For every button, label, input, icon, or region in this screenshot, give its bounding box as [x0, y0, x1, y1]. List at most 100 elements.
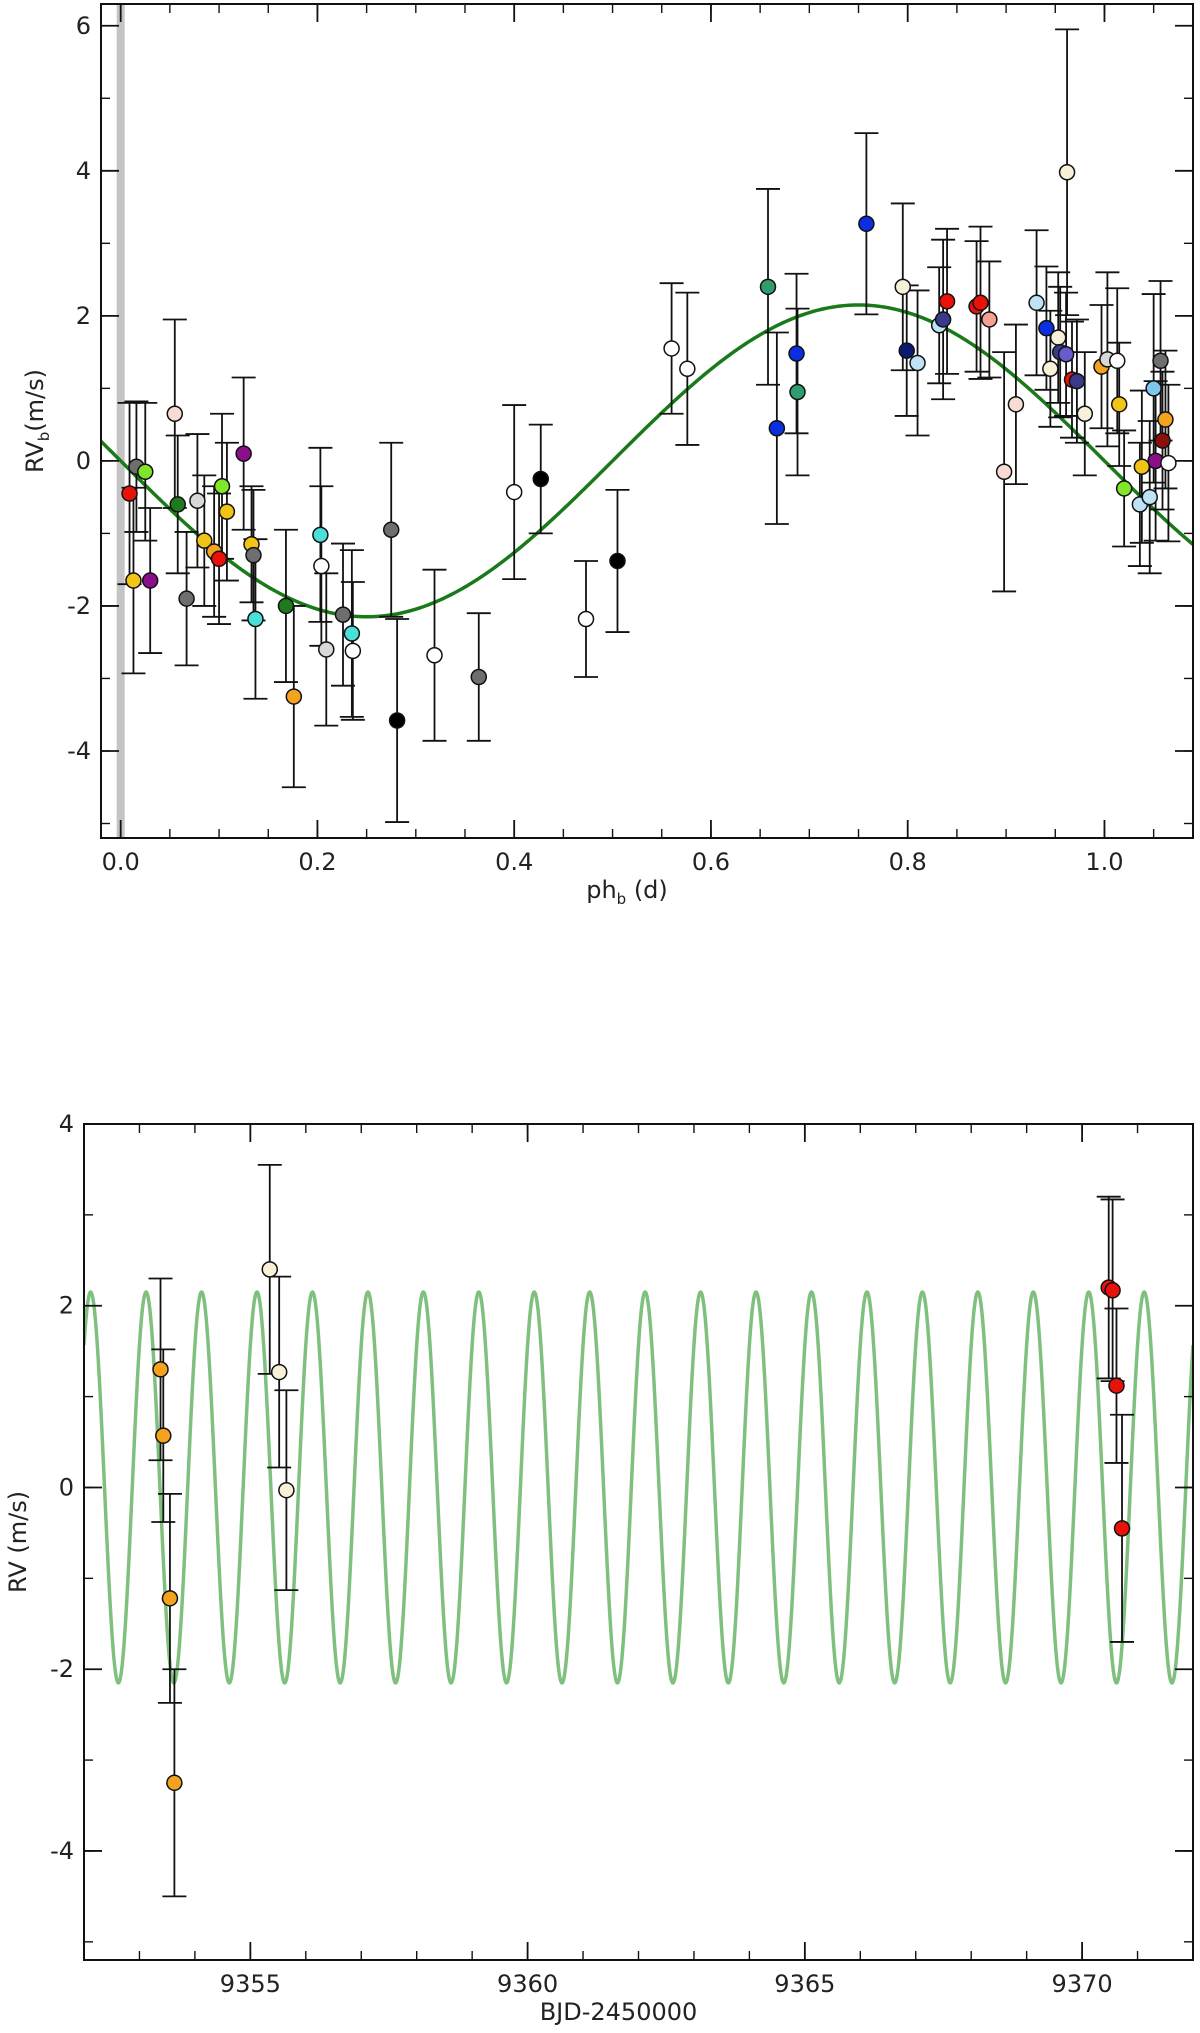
- data-point: [1113, 1520, 1131, 1537]
- x-tick-label: 0.4: [495, 848, 533, 876]
- x-tick-label: 0.8: [889, 848, 927, 876]
- data-point: [898, 342, 915, 359]
- data-point: [152, 1361, 169, 1378]
- data-point: [858, 215, 875, 232]
- model-curve: [101, 303, 1193, 619]
- plot-area: [101, 4, 1193, 838]
- x-tick-label: 0.2: [298, 848, 336, 876]
- data-point: [1108, 352, 1126, 370]
- data-point: [1160, 454, 1177, 472]
- data-point: [1145, 380, 1162, 397]
- data-point: [388, 712, 406, 729]
- data-point: [759, 278, 777, 296]
- y-tick-label: 6: [76, 12, 91, 40]
- data-point: [270, 1363, 288, 1381]
- data-point: [278, 1481, 295, 1499]
- data-point: [285, 688, 303, 705]
- data-point: [577, 610, 595, 628]
- data-point: [1068, 372, 1086, 390]
- data-point: [1110, 396, 1128, 413]
- data-point: [909, 354, 926, 372]
- x-axis-label: BJD-2450000: [540, 1998, 698, 2026]
- y-tick-label: 2: [59, 1292, 74, 1320]
- data-point: [1038, 319, 1055, 337]
- data-point: [343, 625, 361, 642]
- data-point: [1042, 360, 1059, 378]
- data-point: [1058, 164, 1076, 181]
- data-point: [125, 572, 142, 589]
- data-point: [609, 552, 626, 570]
- data-point: [1133, 458, 1151, 475]
- data-point: [938, 293, 956, 310]
- data-point: [995, 463, 1013, 481]
- data-point: [505, 483, 523, 501]
- data-point: [313, 557, 330, 575]
- data-point: [1115, 480, 1133, 497]
- y-tick-label: -4: [67, 737, 91, 765]
- data-point: [334, 606, 352, 623]
- data-point: [470, 668, 488, 686]
- data-point: [166, 405, 184, 422]
- data-point: [972, 294, 989, 312]
- x-tick-label: 0.0: [102, 848, 140, 876]
- data-point: [247, 610, 264, 628]
- data-point: [261, 1261, 279, 1278]
- x-tick-label: 9360: [497, 1970, 558, 1998]
- data-point: [1007, 396, 1025, 413]
- data-point: [344, 642, 362, 660]
- data-point: [532, 470, 550, 488]
- data-point: [166, 1774, 183, 1792]
- y-tick-label: -4: [50, 1837, 74, 1865]
- y-axis-label: RVb(m/s): [21, 369, 53, 473]
- x-tick-label: 9365: [774, 1970, 835, 1998]
- data-point: [788, 345, 805, 362]
- data-point: [161, 1590, 179, 1607]
- data-point: [318, 641, 335, 658]
- phase-folded-rv-panel: 0.0 0.2 0.4 0.6 0.8 1.0 -4 -2 0 2 4 6 phb (d) RVb(m/s…: [21, 3, 1194, 908]
- data-point: [213, 478, 231, 495]
- data-point: [1157, 411, 1174, 428]
- data-point: [768, 420, 786, 437]
- data-point: [312, 526, 329, 544]
- x-tick-label: 9355: [220, 1970, 281, 1998]
- y-tick-label: 4: [76, 157, 91, 185]
- y-axis-label: RV (m/s): [4, 1491, 32, 1593]
- plot-frame: [100, 3, 1194, 839]
- data-point: [1152, 352, 1169, 370]
- data-point: [1028, 294, 1045, 312]
- data-point: [277, 597, 295, 615]
- data-point: [894, 278, 912, 296]
- data-point: [155, 1427, 172, 1444]
- data-point: [178, 590, 195, 607]
- data-point: [121, 485, 138, 502]
- data-point: [189, 492, 206, 510]
- data-point: [663, 340, 680, 357]
- y-tick-label: 2: [76, 302, 91, 330]
- x-tick-label: 0.6: [692, 848, 730, 876]
- y-tick-label: 0: [76, 447, 91, 475]
- data-point: [981, 311, 998, 328]
- y-tick-label: 4: [59, 1110, 74, 1138]
- data-point: [210, 550, 228, 568]
- y-tick-label: -2: [67, 592, 91, 620]
- data-point: [382, 521, 400, 539]
- data-point: [1076, 405, 1094, 422]
- data-point: [245, 546, 262, 564]
- y-tick-label: 0: [59, 1473, 74, 1501]
- data-point: [169, 496, 186, 513]
- data-point: [235, 445, 252, 462]
- x-axis-label: phb (d): [586, 876, 668, 908]
- data-point: [1108, 1377, 1125, 1394]
- x-tick-label: 1.0: [1085, 848, 1123, 876]
- data-point: [934, 311, 952, 328]
- data-point: [789, 383, 806, 401]
- data-point: [1154, 432, 1171, 449]
- data-point: [1104, 1282, 1121, 1299]
- data-point: [426, 646, 443, 664]
- data-point: [679, 360, 696, 378]
- data-point: [137, 463, 154, 481]
- plot-area: [84, 1163, 1193, 1898]
- data-point: [1057, 346, 1075, 363]
- phase-zero-band: [116, 4, 125, 838]
